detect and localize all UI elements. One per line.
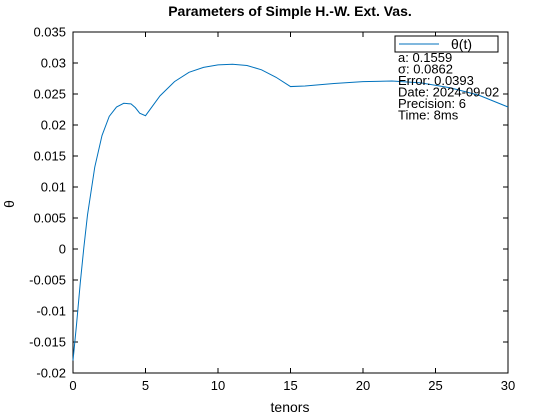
legend-info-line: a: 0.1559 [398,50,452,65]
y-tick-label: 0.02 [41,118,66,133]
y-tick-label: -0.01 [36,304,66,319]
legend-series-name: θ(t) [451,36,472,52]
series-line [72,63,509,361]
x-tick-label: 15 [283,378,297,393]
x-tick-label: 30 [501,378,515,393]
y-tick-label: 0 [59,242,66,257]
x-axis-label: tenors [271,399,310,415]
y-tick-label: 0.025 [33,87,66,102]
y-tick-label: 0.01 [41,180,66,195]
axis-ticks: 0 5 10 15 20 25 30 -0.02 -0.015 -0.01 -0.005 0 0.005… [29,25,515,394]
y-tick-label: -0.02 [36,366,66,381]
plot-frame [72,31,509,374]
y-axis-label: θ [1,200,17,208]
x-tick-label: 25 [428,378,442,393]
y-tick-label: -0.015 [29,335,66,350]
x-tick-label: 0 [69,378,76,393]
y-tick-label: 0.015 [33,149,66,164]
y-tick-label: 0.03 [41,56,66,71]
x-tick-label: 20 [356,378,370,393]
series-lines [72,63,509,361]
legend-info-line: Precision: 6 [398,96,466,111]
y-tick-label: 0.035 [33,25,66,40]
chart-title: Parameters of Simple H.-W. Ext. Vas. [168,3,412,19]
legend-box [394,35,499,53]
x-tick-label: 5 [142,378,149,393]
legend-info-line: Time: 8ms [398,108,459,123]
y-tick-label: 0.005 [33,211,66,226]
legend-info-line: Date: 2024-09-02 [398,85,499,100]
y-tick-label: -0.005 [29,273,66,288]
plot-area [72,31,509,374]
legend-info-line: Error: 0.0393 [398,73,474,88]
x-tick-label: 10 [211,378,225,393]
legend-info-line: σ: 0.0862 [398,62,453,77]
